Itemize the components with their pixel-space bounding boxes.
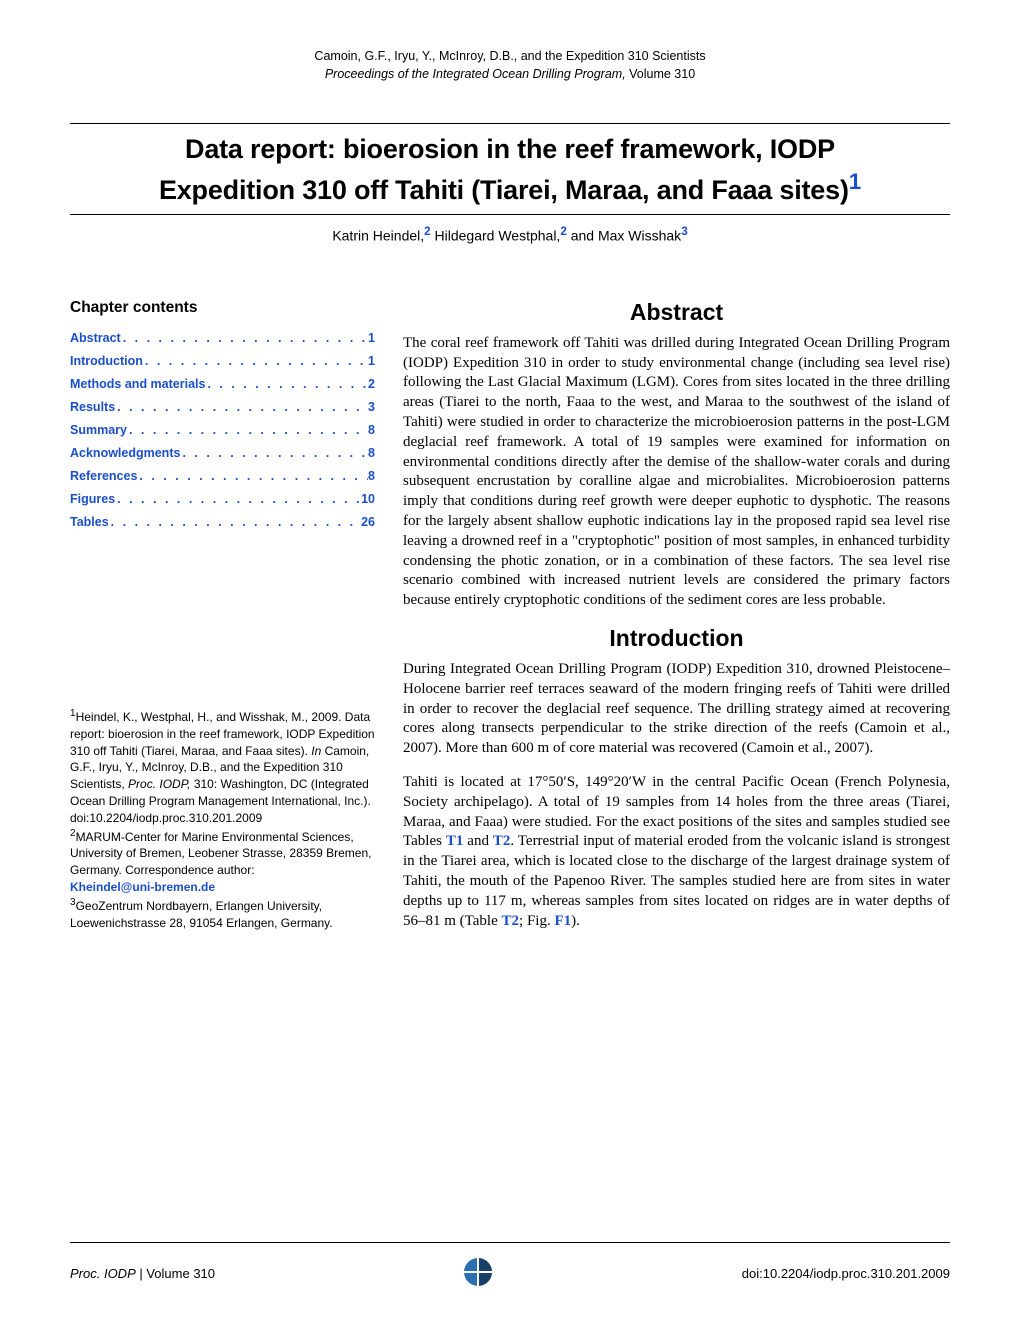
toc-dots	[127, 423, 368, 437]
title-block: Data report: bioerosion in the reef fram…	[70, 132, 950, 208]
introduction-p2: Tahiti is located at 17°50′S, 149°20′W i…	[403, 773, 950, 931]
title-rule-top	[70, 123, 950, 124]
toc-row-results[interactable]: Results 3	[70, 400, 375, 414]
toc-label: Abstract	[70, 331, 121, 345]
toc-label: Figures	[70, 492, 115, 506]
toc-label: Summary	[70, 423, 127, 437]
header-line2-plain: Volume 310	[626, 67, 696, 81]
abstract-text: The coral reef framework off Tahiti was …	[403, 334, 950, 611]
title-line2: Expedition 310 off Tahiti (Tiarei, Maraa…	[159, 175, 849, 205]
toc-page: 10	[361, 492, 375, 506]
left-column: Chapter contents Abstract 1 Introduction…	[70, 299, 375, 932]
footer: Proc. IODP | Volume 310 doi:10.2204/iodp…	[70, 1242, 950, 1290]
p2-b: and	[463, 833, 493, 849]
footnote-3: 3GeoZentrum Nordbayern, Erlangen Univers…	[70, 896, 375, 932]
footer-rule	[70, 1242, 950, 1243]
authors: Katrin Heindel,2 Hildegard Westphal,2 an…	[70, 225, 950, 244]
title-line1: Data report: bioerosion in the reef fram…	[185, 134, 835, 164]
toc-heading: Chapter contents	[70, 299, 375, 317]
toc-dots	[115, 492, 361, 506]
footer-left-italic: Proc. IODP	[70, 1266, 136, 1281]
footnote-1: 1Heindel, K., Westphal, H., and Wisshak,…	[70, 707, 375, 827]
toc-page: 8	[368, 469, 375, 483]
toc-row-figures[interactable]: Figures 10	[70, 492, 375, 506]
toc-row-summary[interactable]: Summary 8	[70, 423, 375, 437]
toc-page: 1	[368, 354, 375, 368]
toc-page: 2	[368, 377, 375, 391]
toc-label: Methods and materials	[70, 377, 205, 391]
toc-page: 3	[368, 400, 375, 414]
toc-row-introduction[interactable]: Introduction 1	[70, 354, 375, 368]
toc-label: Tables	[70, 515, 109, 529]
toc-label: Results	[70, 400, 115, 414]
introduction-heading: Introduction	[403, 625, 950, 652]
toc-page: 8	[368, 446, 375, 460]
toc: Abstract 1 Introduction 1 Methods and ma…	[70, 331, 375, 538]
fn1-b: In	[311, 744, 321, 758]
toc-row-methods[interactable]: Methods and materials 2	[70, 377, 375, 391]
p2-d: ; Fig.	[519, 913, 554, 929]
toc-label: References	[70, 469, 137, 483]
header-line2-italic: Proceedings of the Integrated Ocean Dril…	[325, 67, 626, 81]
table-link-t1[interactable]: T1	[446, 833, 464, 849]
fn3-text: GeoZentrum Nordbayern, Erlangen Universi…	[70, 899, 333, 930]
footer-doi: doi:10.2204/iodp.proc.310.201.2009	[742, 1266, 950, 1281]
toc-dots	[137, 469, 368, 483]
introduction-p1: During Integrated Ocean Drilling Program…	[403, 660, 950, 759]
abstract-heading: Abstract	[403, 299, 950, 326]
toc-page: 26	[361, 515, 375, 529]
title-rule-bottom	[70, 214, 950, 215]
content-area: Chapter contents Abstract 1 Introduction…	[70, 299, 950, 932]
toc-dots	[205, 377, 368, 391]
header-line1: Camoin, G.F., Iryu, Y., McInroy, D.B., a…	[314, 49, 705, 63]
toc-page: 8	[368, 423, 375, 437]
right-column: Abstract The coral reef framework off Ta…	[403, 299, 950, 932]
author-3-sup[interactable]: 3	[681, 225, 687, 238]
author-1-sup[interactable]: 2	[424, 225, 430, 238]
author-2: Hildegard Westphal,	[435, 228, 561, 244]
author-3: and Max Wisshak	[571, 228, 681, 244]
toc-row-tables[interactable]: Tables 26	[70, 515, 375, 529]
footer-logo-wrap	[463, 1257, 493, 1290]
figure-link-f1[interactable]: F1	[554, 913, 571, 929]
toc-page: 1	[368, 331, 375, 345]
toc-row-acknowledgments[interactable]: Acknowledgments 8	[70, 446, 375, 460]
toc-label: Introduction	[70, 354, 143, 368]
footnotes: 1Heindel, K., Westphal, H., and Wisshak,…	[70, 707, 375, 931]
table-link-t2[interactable]: T2	[493, 833, 511, 849]
main-title: Data report: bioerosion in the reef fram…	[70, 132, 950, 208]
iodp-logo-icon	[463, 1257, 493, 1287]
footnote-2: 2MARUM-Center for Marine Environmental S…	[70, 827, 375, 896]
author-1: Katrin Heindel,	[332, 228, 424, 244]
toc-dots	[121, 331, 368, 345]
toc-dots	[109, 515, 361, 529]
table-link-t2b[interactable]: T2	[502, 913, 520, 929]
toc-row-references[interactable]: References 8	[70, 469, 375, 483]
toc-label: Acknowledgments	[70, 446, 180, 460]
toc-dots	[115, 400, 368, 414]
fn1-d: Proc. IODP,	[128, 777, 190, 791]
footer-left-plain: | Volume 310	[136, 1266, 215, 1281]
fn2-text: MARUM-Center for Marine Environmental Sc…	[70, 830, 372, 878]
footer-row: Proc. IODP | Volume 310 doi:10.2204/iodp…	[70, 1257, 950, 1290]
toc-dots	[180, 446, 368, 460]
toc-dots	[143, 354, 368, 368]
p2-e: ).	[571, 913, 580, 929]
header-citation: Camoin, G.F., Iryu, Y., McInroy, D.B., a…	[70, 48, 950, 83]
footer-left: Proc. IODP | Volume 310	[70, 1266, 215, 1281]
correspondence-email[interactable]: Kheindel@uni-bremen.de	[70, 880, 215, 894]
title-footnote-sup[interactable]: 1	[849, 169, 861, 194]
toc-row-abstract[interactable]: Abstract 1	[70, 331, 375, 345]
author-2-sup[interactable]: 2	[560, 225, 566, 238]
